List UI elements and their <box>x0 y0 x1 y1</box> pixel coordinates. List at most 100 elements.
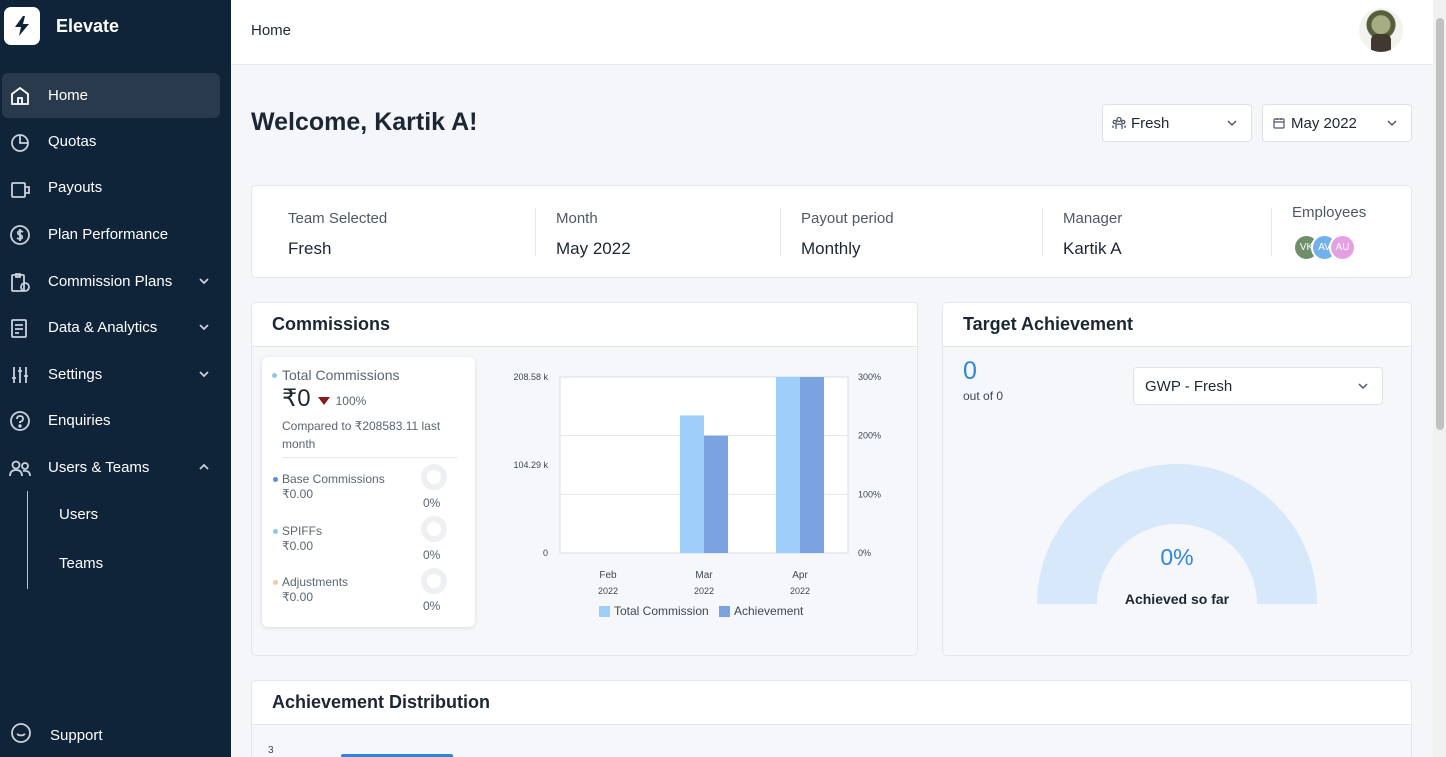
sidebar-item-commission-plans[interactable]: Commission Plans <box>2 259 220 304</box>
total-commissions-label: Total Commissions <box>282 367 400 383</box>
users-icon <box>8 456 32 480</box>
month-info: Month May 2022 <box>556 210 631 259</box>
x-tick-label: 2022 <box>598 586 618 596</box>
chevron-down-icon <box>1387 120 1397 127</box>
team-select[interactable]: Fresh <box>1102 104 1252 142</box>
divider <box>1042 208 1043 256</box>
base-commissions-row: Base Commissions <box>273 472 385 486</box>
comparison-text: Compared to ₹208583.11 last month <box>282 419 441 451</box>
chevron-down-icon <box>1227 120 1237 127</box>
spiffs-label: SPIFFs <box>282 524 323 538</box>
brand-name: Elevate <box>56 15 120 36</box>
change-percent: 100% <box>335 393 367 408</box>
sidebar-item-quotas[interactable]: Quotas <box>2 119 220 164</box>
manager-info: Manager Kartik A <box>1063 210 1122 259</box>
y-tick-label: 104.29 k <box>513 460 548 470</box>
adjustments-label: Adjustments <box>282 575 349 589</box>
adjustments-row: Adjustments <box>273 575 348 589</box>
legend-label: Achievement <box>734 604 804 618</box>
sidebar-item-label: Users & Teams <box>48 459 150 476</box>
page-title: Welcome, Kartik A! <box>251 108 478 136</box>
divider <box>282 457 457 458</box>
divider <box>1271 208 1272 256</box>
chevron-up-icon <box>199 463 209 470</box>
x-tick-label: 2022 <box>694 586 714 596</box>
spiffs-ring <box>421 516 447 542</box>
x-tick-label: 2022 <box>790 586 810 596</box>
wallet-icon <box>8 176 32 200</box>
spiffs-row: SPIFFs <box>273 524 322 538</box>
achievement-caption: Achieved so far <box>1124 591 1230 607</box>
team-value: Fresh <box>288 239 332 258</box>
y-tick-label: 0 <box>543 548 548 558</box>
divider <box>780 208 781 256</box>
sidebar-item-home[interactable]: Home <box>2 73 220 118</box>
legend-dot <box>273 579 278 585</box>
top-header: Home <box>231 0 1433 65</box>
plan-select-value: GWP - Fresh <box>1145 377 1233 395</box>
sidebar-subitem-teams[interactable]: Teams <box>59 555 104 572</box>
employee-avatar[interactable]: AU <box>1329 234 1356 261</box>
adjustments-percent: 0% <box>423 599 441 613</box>
base-commissions-label: Base Commissions <box>282 472 385 486</box>
distribution-y-tick: 3 <box>268 745 274 756</box>
support-button[interactable]: Support <box>10 722 103 749</box>
payout-info: Payout period Monthly <box>801 210 894 259</box>
month-select-value: May 2022 <box>1291 114 1357 132</box>
sidebar-item-data-analytics[interactable]: Data & Analytics <box>2 305 220 350</box>
sidebar-item-settings[interactable]: Settings <box>2 352 220 397</box>
chevron-down-icon <box>199 371 209 378</box>
sidebar-item-payouts[interactable]: Payouts <box>2 165 220 210</box>
sidebar-item-users-teams[interactable]: Users & Teams <box>2 445 220 490</box>
legend-dot <box>273 528 278 534</box>
chat-icon <box>10 722 32 749</box>
distribution-bar <box>341 754 453 757</box>
team-info: Team Selected Fresh <box>288 210 387 259</box>
legend-swatch <box>599 606 610 617</box>
x-tick-label: Mar <box>695 570 713 581</box>
target-achievement-title: Target Achievement <box>943 303 1411 347</box>
dollar-circle-icon <box>8 223 32 247</box>
bar-total-commission <box>776 377 800 553</box>
achievement-distribution-title: Achievement Distribution <box>252 681 1411 725</box>
bar-achievement <box>800 377 824 553</box>
legend-label: Total Commission <box>614 604 709 618</box>
chevron-down-icon <box>199 324 209 331</box>
sidebar-item-label: Home <box>48 87 89 104</box>
spiffs-percent: 0% <box>423 548 441 562</box>
sidebar-item-label: Payouts <box>48 179 103 196</box>
legend-dot <box>272 372 277 378</box>
user-avatar[interactable] <box>1359 8 1403 52</box>
sidebar-subitem-users[interactable]: Users <box>59 506 99 523</box>
y2-tick-label: 300% <box>858 372 881 382</box>
base-commissions-value: ₹0.00 <box>282 487 313 501</box>
achievement-distribution-panel: Achievement Distribution <box>251 680 1412 757</box>
employees-info: Employees <box>1292 204 1366 221</box>
breadcrumb[interactable]: Home <box>251 22 292 39</box>
submenu-divider <box>27 491 28 589</box>
spiffs-value: ₹0.00 <box>282 539 313 553</box>
sidebar-item-enquiries[interactable]: Enquiries <box>2 398 220 443</box>
sliders-icon <box>8 363 32 387</box>
total-commissions-card: Total Commissions ₹0 100% Compared to ₹2… <box>262 357 475 627</box>
down-arrow-icon <box>317 396 330 405</box>
scrollbar-thumb[interactable] <box>1436 18 1444 430</box>
support-label: Support <box>50 727 103 744</box>
plan-select[interactable]: GWP - Fresh <box>1133 367 1383 405</box>
y-tick-label: 208.58 k <box>513 372 548 382</box>
payout-value: Monthly <box>801 239 861 258</box>
sidebar: Elevate Home Quotas Payouts Plan Perform… <box>0 0 231 757</box>
bar-total-commission <box>680 415 704 553</box>
sidebar-item-plan-performance[interactable]: Plan Performance <box>2 212 220 257</box>
report-icon <box>8 316 32 340</box>
sidebar-item-label: Quotas <box>48 133 97 150</box>
adjustments-value: ₹0.00 <box>282 590 313 604</box>
y2-tick-label: 0% <box>858 548 871 558</box>
target-value: 0 <box>963 357 977 385</box>
brand[interactable]: Elevate <box>4 6 119 46</box>
achievement-gauge <box>1037 464 1317 604</box>
manager-label: Manager <box>1063 210 1123 227</box>
month-select[interactable]: May 2022 <box>1262 104 1412 142</box>
home-icon <box>8 84 32 108</box>
chevron-down-icon <box>199 278 209 285</box>
